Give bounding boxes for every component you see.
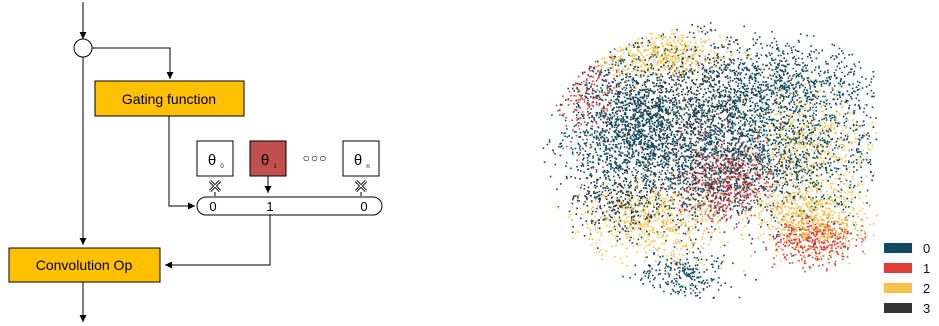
- gating-function-box: [94, 80, 245, 117]
- legend-swatch: [884, 283, 912, 293]
- scatter-point-cluster-2: [570, 35, 877, 264]
- convolution-op-box: [8, 247, 161, 283]
- scatter-point-cluster-0: [549, 41, 871, 295]
- legend-swatch: [884, 263, 912, 273]
- gating-output-line: [168, 116, 195, 210]
- param-theta-0: θ: [208, 152, 216, 169]
- param-box-0: [196, 140, 234, 177]
- selector-output-line: [165, 215, 271, 269]
- param-subscript-1: 1: [273, 164, 277, 170]
- gate-value-0: 0: [209, 199, 216, 214]
- gate-selector: [196, 196, 383, 216]
- scatter-point-cluster-0: [543, 25, 875, 297]
- gating-function-label: Gating function: [122, 91, 216, 107]
- param-ellipsis: ○○○: [303, 151, 328, 165]
- legend-entry-1: 1: [884, 258, 939, 278]
- blocked-connection-icon: [354, 179, 368, 196]
- gate-values: 0 1 0: [209, 199, 367, 214]
- gating-branch-line: [92, 47, 174, 79]
- param-theta-1: θ: [261, 152, 269, 169]
- param-theta-n: θ: [354, 152, 362, 169]
- param-subscript-n: n: [366, 164, 369, 170]
- legend-entry-0: 0: [884, 238, 939, 258]
- split-node: [73, 38, 93, 58]
- legend-label: 1: [923, 260, 931, 276]
- legend-entry-3: 3: [884, 298, 939, 318]
- gate-value-1: 1: [266, 199, 273, 214]
- scatter-point-cluster-1: [562, 43, 867, 269]
- blocked-connection-icon: [208, 179, 222, 196]
- legend-entry-2: 2: [884, 278, 939, 298]
- legend-label: 0: [923, 240, 931, 256]
- scatter-point-cluster-1: [559, 48, 865, 273]
- gate-value-2: 0: [360, 199, 367, 214]
- param-box-n: [342, 140, 380, 177]
- legend-swatch: [884, 303, 912, 313]
- legend-label: 2: [923, 280, 931, 296]
- legend-label: 3: [923, 300, 931, 316]
- param-subscript-0: 0: [220, 164, 224, 170]
- legend: 0 1 2 3: [884, 238, 939, 318]
- legend-swatch: [884, 243, 912, 253]
- tsne-scatter-plot: [542, 22, 878, 299]
- convolution-op-label: Convolution Op: [36, 257, 133, 273]
- scatter-points: [542, 22, 878, 299]
